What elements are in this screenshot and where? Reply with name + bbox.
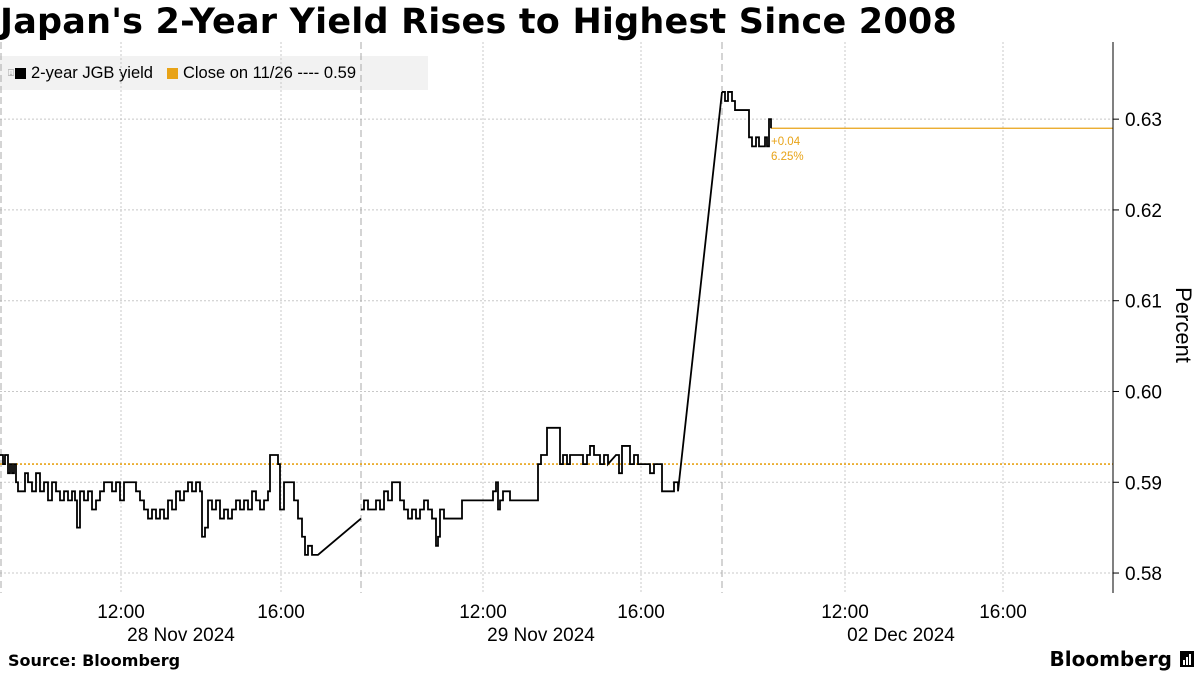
cursor-icon: ⍗ [8, 67, 14, 79]
legend-item-series[interactable]: ⍗ 2-year JGB yield [8, 64, 153, 83]
y-tick-label: 0.59 [1125, 473, 1162, 494]
x-axis-labels: 12:00 16:00 12:00 16:00 12:00 16:00 28 Nov 202… [97, 602, 1027, 646]
x-tick-label: 12:00 [821, 602, 869, 623]
legend-item-close[interactable]: Close on 11/26 ---- 0.59 [166, 63, 357, 83]
brand-text: Bloomberg [1049, 647, 1172, 671]
x-date-label: 28 Nov 2024 [127, 625, 235, 646]
y-tick-label: 0.62 [1125, 201, 1162, 222]
x-tick-label: 16:00 [617, 602, 665, 623]
annotation-group: +0.04 6.25% [771, 136, 804, 163]
reference-line-group [0, 127, 1113, 465]
bloomberg-icon [1180, 651, 1194, 667]
y-tick-label: 0.63 [1125, 110, 1162, 131]
legend-series-label: 2-year JGB yield [31, 63, 153, 82]
series-swatch [15, 67, 26, 79]
x-date-label: 29 Nov 2024 [487, 625, 595, 646]
legend: ⍗ 2-year JGB yield Close on 11/26 ---- 0… [0, 56, 428, 90]
y-axis-title: Percent [1171, 287, 1196, 363]
series-group [0, 91, 772, 556]
x-tick-label: 16:00 [257, 602, 305, 623]
x-tick-label: 12:00 [97, 602, 145, 623]
legend-close-label: Close on 11/26 ---- 0.59 [182, 63, 357, 82]
series-line [722, 91, 772, 148]
y-tick-label: 0.60 [1125, 382, 1162, 403]
grid [0, 42, 1113, 593]
x-tick-label: 16:00 [979, 602, 1027, 623]
series-line [361, 91, 723, 547]
chart-title: Japan's 2-Year Yield Rises to Highest Si… [0, 2, 957, 42]
series-line [0, 454, 362, 556]
y-tick-label: 0.61 [1125, 292, 1162, 313]
x-tick-label: 12:00 [459, 602, 507, 623]
source-note: Source: Bloomberg [8, 651, 181, 670]
y-axis: 0.58 0.59 0.60 0.61 0.62 0.63 Percent [1112, 42, 1196, 593]
annotation-change: +0.04 [771, 136, 801, 148]
annotation-pct: 6.25% [771, 151, 804, 163]
close-swatch [166, 67, 178, 79]
x-date-label: 02 Dec 2024 [847, 625, 955, 646]
y-tick-label: 0.58 [1125, 564, 1162, 585]
brand-logo: Bloomberg [1050, 647, 1194, 671]
